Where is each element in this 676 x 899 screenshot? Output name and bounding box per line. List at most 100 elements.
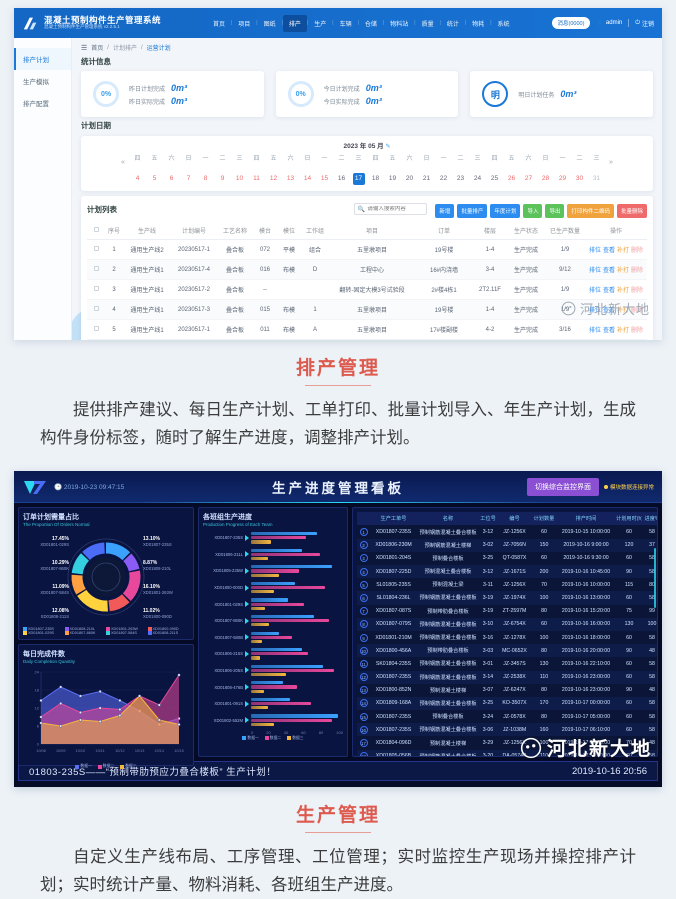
nav-item-车辆[interactable]: 车辆 <box>339 21 352 28</box>
calendar-day-20[interactable]: 20 <box>405 175 414 182</box>
button-新增[interactable]: 新增 <box>435 204 455 218</box>
calendar-day-9[interactable]: 9 <box>220 175 225 182</box>
calendar-day-21[interactable]: 21 <box>422 175 431 182</box>
calendar-day-13[interactable]: 13 <box>286 175 295 182</box>
nav-item-仓储[interactable]: 仓储 <box>364 21 377 28</box>
button-年度计划[interactable]: 年度计划 <box>490 204 521 218</box>
button-导出[interactable]: 导出 <box>545 204 565 218</box>
calendar-day-28[interactable]: 28 <box>541 175 550 182</box>
checkbox-icon[interactable] <box>93 306 99 311</box>
button-导入[interactable]: 导入 <box>523 204 543 218</box>
action-排位[interactable]: 排位 <box>588 308 601 314</box>
bar-group-XD01802-552M: XD01802-552M <box>203 712 343 729</box>
nav-item-统计[interactable]: 统计 <box>446 21 459 28</box>
breadcrumb-运营计划[interactable]: 运营计划 <box>146 46 171 52</box>
calendar-day-30[interactable]: 30 <box>575 175 584 182</box>
sidebar-item-生产模拟[interactable]: 生产模拟 <box>23 79 49 86</box>
cell: 110 <box>532 670 556 684</box>
action-补打[interactable]: 补打 <box>617 308 630 314</box>
search-input[interactable] <box>367 206 424 212</box>
user-menu[interactable]: 👤 admin <box>596 20 623 27</box>
nav-item-项目[interactable]: 项目 <box>238 21 251 28</box>
nav-item-排产[interactable]: 排产 <box>282 14 307 32</box>
calendar-day-24[interactable]: 24 <box>473 175 482 182</box>
calendar-day-26[interactable]: 26 <box>507 175 516 182</box>
action-排位[interactable]: 排位 <box>588 248 601 254</box>
app-logo-icon <box>23 17 37 29</box>
action-删除[interactable]: 删除 <box>631 268 644 274</box>
workorder-row: 9 XD01801-210M 预制钢筋混凝土叠合楼板 3-16 JZ-1278X 100 2… <box>357 630 657 645</box>
action-补打[interactable]: 补打 <box>617 328 630 334</box>
calendar-day-8[interactable]: 8 <box>203 175 208 182</box>
sidebar-item-排产计划[interactable]: 排产计划 <box>14 48 71 70</box>
bar-数据二 <box>251 702 311 706</box>
action-查看[interactable]: 查看 <box>602 308 615 314</box>
notice-button[interactable]: 消息(0000) <box>551 17 591 29</box>
switch-view-button[interactable]: 切换综合监控界面 <box>526 477 599 496</box>
action-删除[interactable]: 删除 <box>631 288 644 294</box>
nav-item-物耗[interactable]: 物耗 <box>472 21 485 28</box>
checkbox-icon[interactable] <box>93 227 99 232</box>
workorder-row: 8 XD01807-079S 预制钢筋混凝土叠合楼板 3-10 JZ-6754X 60 20… <box>357 617 657 631</box>
breadcrumb-首页[interactable]: 首页 <box>91 46 104 52</box>
edit-icon[interactable]: ✎ <box>385 144 391 150</box>
calendar-day-22[interactable]: 22 <box>439 175 448 182</box>
action-删除[interactable]: 删除 <box>631 328 644 334</box>
action-排位[interactable]: 排位 <box>588 328 601 334</box>
nav-item-物料站[interactable]: 物料站 <box>390 21 409 28</box>
calendar-day-18[interactable]: 18 <box>371 175 380 182</box>
svg-text:12: 12 <box>35 706 40 711</box>
calendar-day-31[interactable]: 31 <box>592 175 601 182</box>
calendar-day-27[interactable]: 27 <box>524 175 533 182</box>
nav-item-图纸[interactable]: 图纸 <box>263 21 276 28</box>
collapse-icon[interactable]: ☰ <box>81 44 88 52</box>
action-查看[interactable]: 查看 <box>602 248 615 254</box>
calendar-day-29[interactable]: 29 <box>558 175 567 182</box>
action-补打[interactable]: 补打 <box>617 248 630 254</box>
calendar-day-25[interactable]: 25 <box>490 175 499 182</box>
breadcrumb-计划排产[interactable]: 计划排产 <box>112 46 137 52</box>
calendar-day-12[interactable]: 12 <box>269 175 278 182</box>
nav-item-系统[interactable]: 系统 <box>497 21 510 28</box>
checkbox-icon[interactable] <box>93 246 99 251</box>
calendar-day-17[interactable]: 17 <box>352 173 365 185</box>
calendar-day-15[interactable]: 15 <box>320 175 329 182</box>
button-批量删除[interactable]: 批量删除 <box>616 204 647 218</box>
checkbox-icon[interactable] <box>93 286 99 291</box>
column-进度%: 进度% <box>642 512 657 526</box>
calendar-day-23[interactable]: 23 <box>456 175 465 182</box>
action-查看[interactable]: 查看 <box>602 268 615 274</box>
calendar-day-4[interactable]: 4 <box>135 175 140 182</box>
checkbox-icon[interactable] <box>93 326 99 331</box>
table-scrollbar[interactable] <box>654 548 656 609</box>
workorder-row: 17 XD01804-096D 预制混凝土楼梯 3-29 JZ-1256X 100 2019… <box>357 736 657 750</box>
calendar-day-5[interactable]: 5 <box>152 175 157 182</box>
calendar-day-16[interactable]: 16 <box>337 175 346 182</box>
calendar-day-7[interactable]: 7 <box>186 175 191 182</box>
button-批量排产[interactable]: 批量排产 <box>457 204 488 218</box>
action-排位[interactable]: 排位 <box>588 288 601 294</box>
nav-item-生产[interactable]: 生产 <box>314 21 327 28</box>
nav-item-质量[interactable]: 质量 <box>421 21 434 28</box>
button-打印构件二维码[interactable]: 打印构件二维码 <box>567 204 614 218</box>
calendar-day-14[interactable]: 14 <box>303 175 312 182</box>
checkbox-icon[interactable] <box>93 266 99 271</box>
calendar-day-11[interactable]: 11 <box>253 175 260 182</box>
logout-button[interactable]: ⏻ 注销 <box>635 19 654 28</box>
action-删除[interactable]: 删除 <box>631 248 644 254</box>
action-查看[interactable]: 查看 <box>602 328 615 334</box>
calendar-day-6[interactable]: 6 <box>169 175 174 182</box>
action-查看[interactable]: 查看 <box>602 288 615 294</box>
action-补打[interactable]: 补打 <box>617 268 630 274</box>
calendar-day-19[interactable]: 19 <box>388 175 397 182</box>
action-排位[interactable]: 排位 <box>588 268 601 274</box>
cell: 1/9 <box>545 239 585 260</box>
calendar-weekday: 三 <box>236 156 243 162</box>
action-删除[interactable]: 删除 <box>631 308 644 314</box>
sidebar-item-排产配置[interactable]: 排产配置 <box>23 101 49 108</box>
nav-item-首页[interactable]: 首页 <box>212 21 225 28</box>
action-补打[interactable]: 补打 <box>617 288 630 294</box>
calendar-prev-icon[interactable]: « <box>121 159 125 166</box>
calendar-day-10[interactable]: 10 <box>235 175 244 182</box>
calendar-next-icon[interactable]: » <box>609 159 613 166</box>
